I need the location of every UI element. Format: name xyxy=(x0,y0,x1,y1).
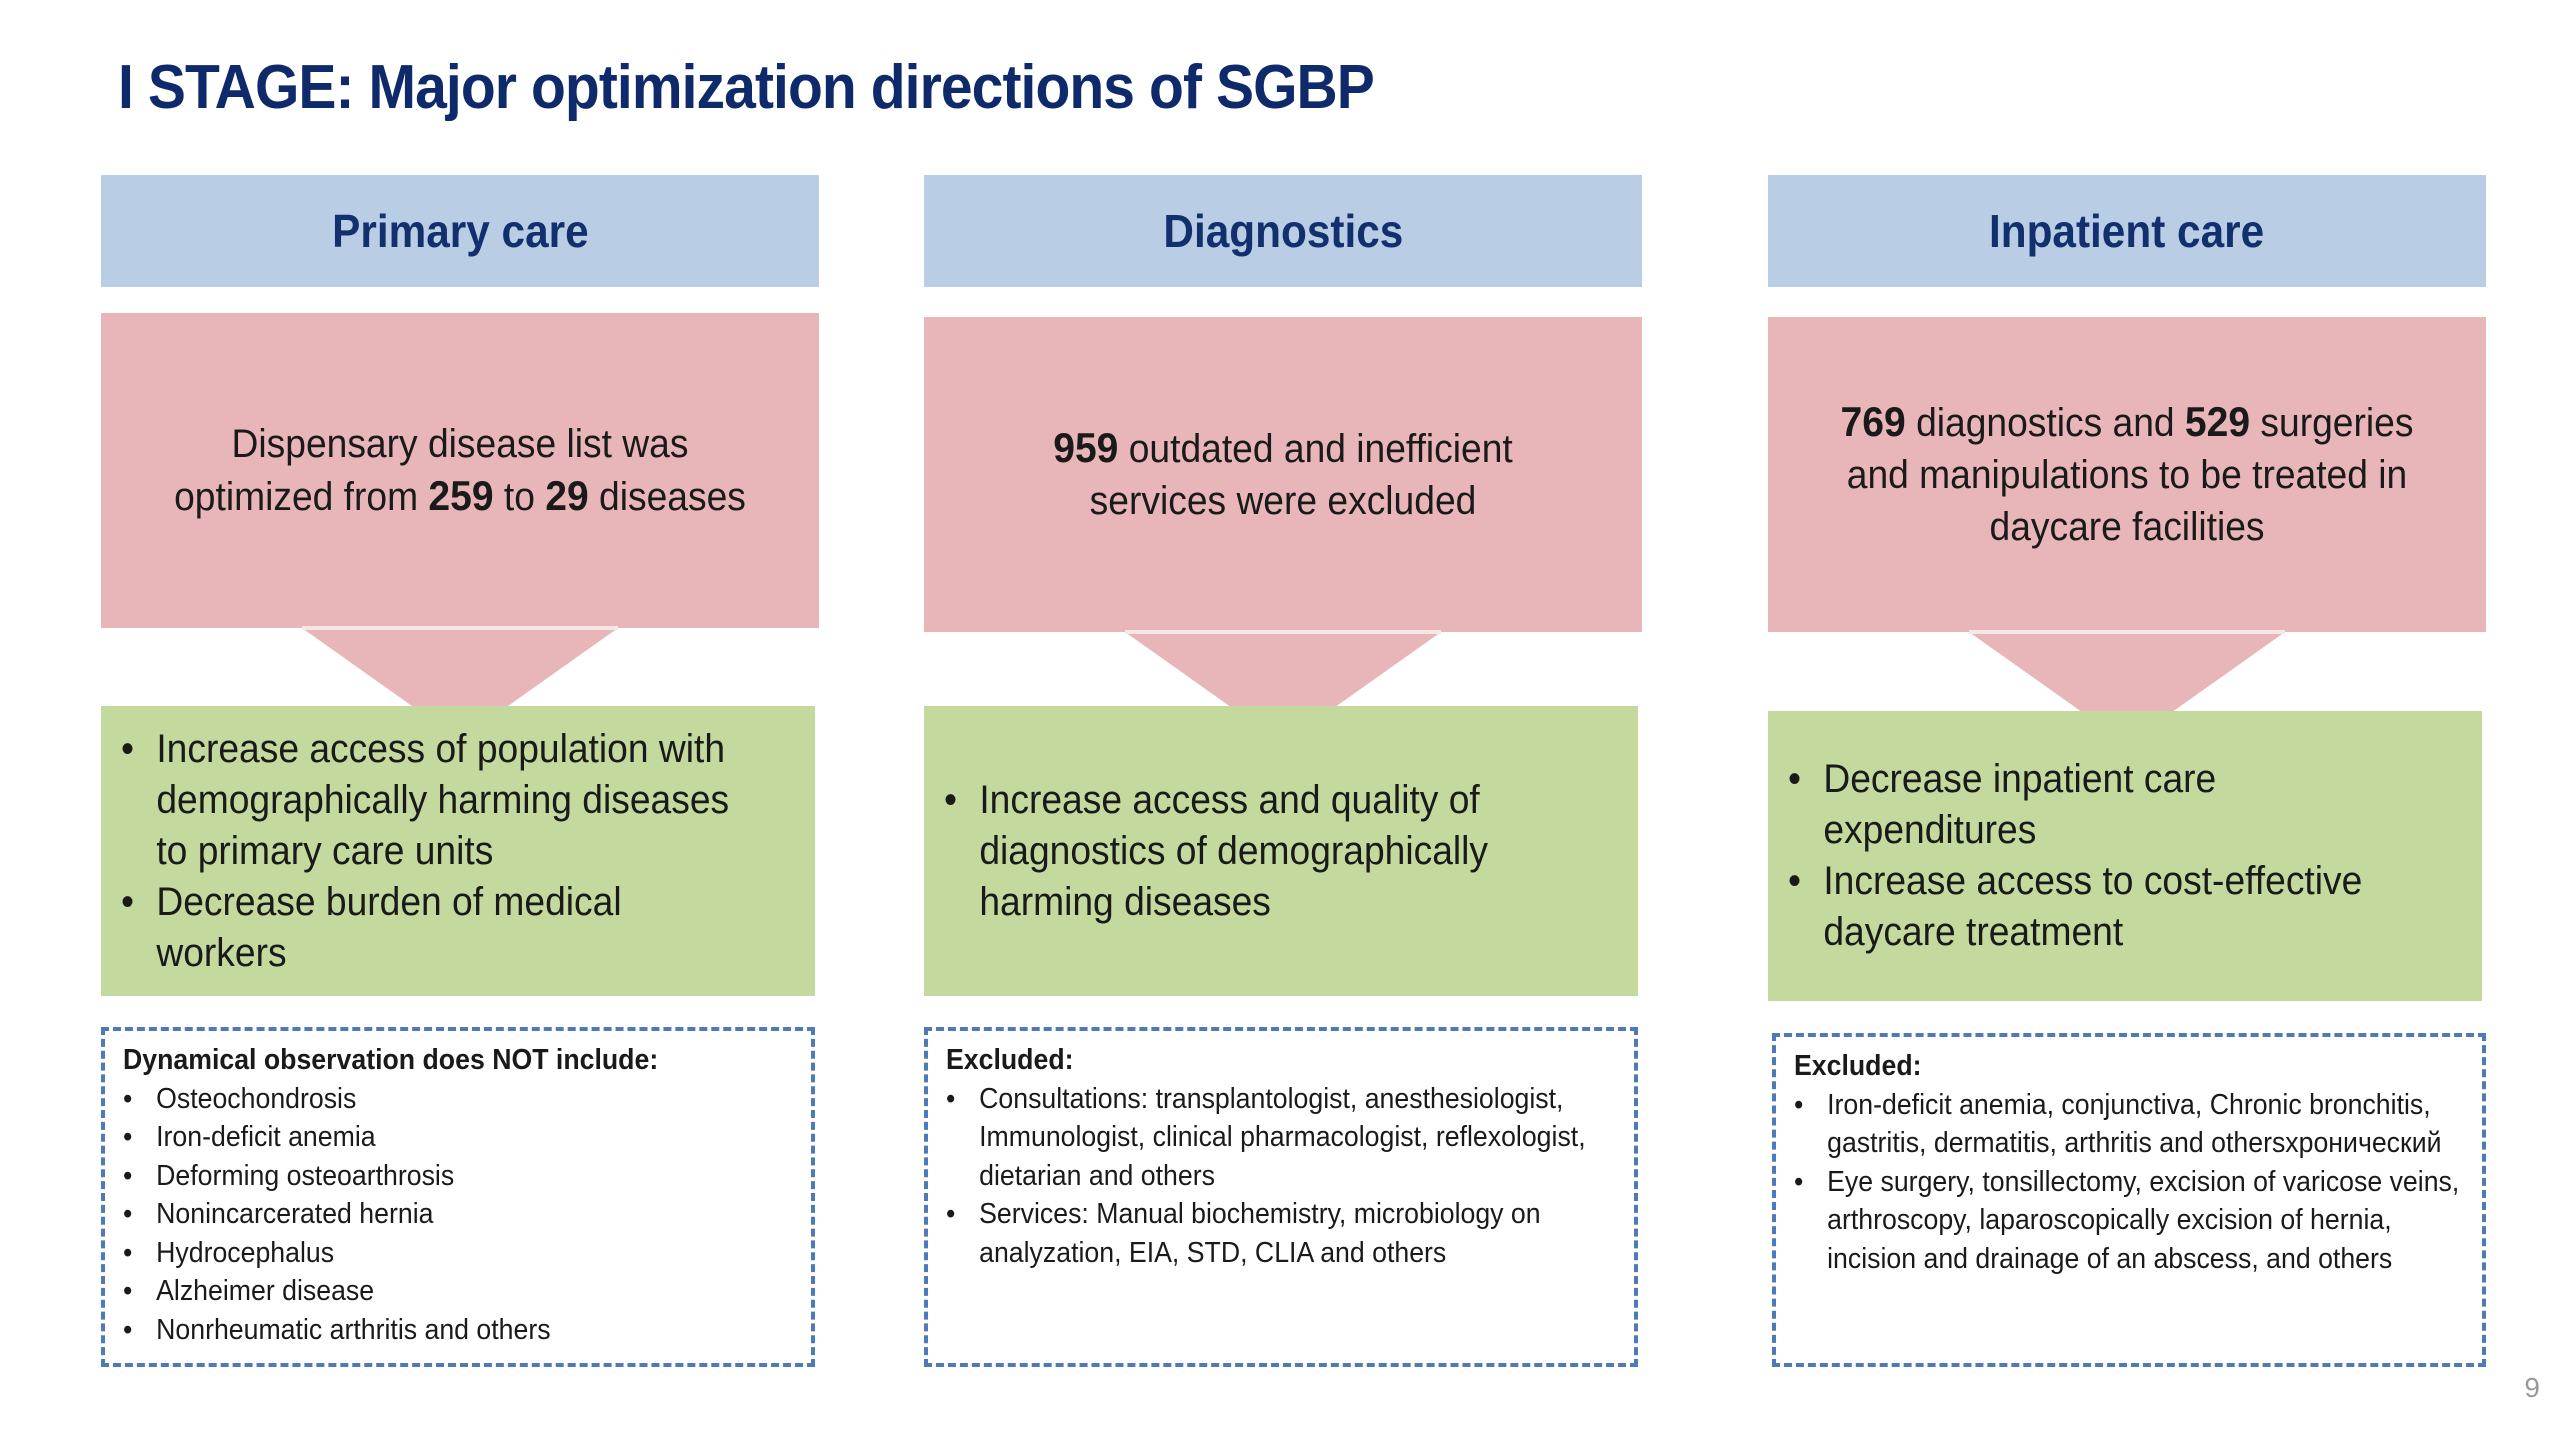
summary-box: Dispensary disease list was optimized fr… xyxy=(101,313,819,628)
column-diagnostics: Diagnostics 959 outdated and inefficient… xyxy=(924,175,1642,1375)
list-item: Increase access of population with demog… xyxy=(121,724,744,877)
column-header: Primary care xyxy=(101,175,819,287)
summary-number: 529 xyxy=(2184,398,2251,445)
list-item: Increase access to cost-effective daycar… xyxy=(1788,856,2411,958)
summary-box: 959 outdated and inefficient services we… xyxy=(924,317,1642,632)
column-header-label: Inpatient care xyxy=(1989,205,2265,257)
column-header: Inpatient care xyxy=(1768,175,2486,287)
summary-text-run: surgeries and manipulations to be treate… xyxy=(1846,401,2414,549)
slide-title: I STAGE: Major optimization directions o… xyxy=(118,53,1375,122)
arrow-divider xyxy=(302,626,618,630)
column-header: Diagnostics xyxy=(924,175,1642,287)
list-item: Deforming osteoarthrosis xyxy=(123,1157,804,1196)
summary-text-run: diseases xyxy=(588,475,746,519)
column-inpatient-care: Inpatient care 769 diagnostics and 529 s… xyxy=(1768,175,2486,1375)
excluded-title: Excluded: xyxy=(1794,1050,1922,1082)
goals-box: Decrease inpatient care expendituresIncr… xyxy=(1768,711,2482,1001)
summary-number: 959 xyxy=(1053,424,1119,471)
goals-list: Decrease inpatient care expendituresIncr… xyxy=(1788,754,2411,958)
list-item: Hydrocephalus xyxy=(123,1234,804,1273)
summary-box: 769 diagnostics and 529 surgeries and ma… xyxy=(1768,317,2486,632)
summary-number: 29 xyxy=(545,472,589,519)
excluded-list: OsteochondrosisIron-deficit anemiaDeform… xyxy=(123,1080,804,1350)
list-item: Iron-deficit anemia xyxy=(123,1118,804,1157)
list-item: Eye surgery, tonsillectomy, excision of … xyxy=(1794,1163,2475,1279)
summary-text: Dispensary disease list was optimized fr… xyxy=(162,418,757,523)
column-primary-care: Primary care Dispensary disease list was… xyxy=(101,175,819,1375)
list-item: Decrease inpatient care expenditures xyxy=(1788,754,2411,856)
list-item: Osteochondrosis xyxy=(123,1080,804,1119)
goals-box: Increase access of population with demog… xyxy=(101,706,815,996)
summary-text-run: diagnostics and xyxy=(1905,401,2185,445)
summary-text-run: outdated and inefficient services were e… xyxy=(1089,427,1513,523)
list-item: Services: Manual biochemistry, microbiol… xyxy=(946,1195,1627,1272)
list-item: Nonrheumatic arthritis and others xyxy=(123,1311,804,1350)
goals-list: Increase access and quality of diagnosti… xyxy=(944,775,1567,928)
column-header-label: Diagnostics xyxy=(1163,205,1403,257)
arrow-divider xyxy=(1969,630,2285,634)
list-item: Consultations: transplantologist, anesth… xyxy=(946,1080,1627,1196)
goals-box: Increase access and quality of diagnosti… xyxy=(924,706,1638,996)
list-item: Increase access and quality of diagnosti… xyxy=(944,775,1567,928)
excluded-box: Excluded: Iron-deficit anemia, conjuncti… xyxy=(1772,1033,2486,1367)
excluded-title: Excluded: xyxy=(946,1044,1074,1076)
summary-number: 769 xyxy=(1840,398,1906,445)
list-item: Iron-deficit anemia, conjunctiva, Chroni… xyxy=(1794,1086,2475,1163)
goals-list: Increase access of population with demog… xyxy=(121,724,744,979)
summary-text: 769 diagnostics and 529 surgeries and ma… xyxy=(1829,396,2424,553)
summary-text: 959 outdated and inefficient services we… xyxy=(985,422,1580,527)
excluded-box: Dynamical observation does NOT include: … xyxy=(101,1027,815,1367)
summary-text-run: Dispensary disease list was optimized fr… xyxy=(174,422,689,519)
list-item: Nonincarcerated hernia xyxy=(123,1195,804,1234)
excluded-list: Consultations: transplantologist, anesth… xyxy=(946,1080,1627,1273)
excluded-list: Iron-deficit anemia, conjunctiva, Chroni… xyxy=(1794,1086,2475,1279)
list-item: Alzheimer disease xyxy=(123,1272,804,1311)
summary-text-run: to xyxy=(493,475,546,519)
excluded-title: Dynamical observation does NOT include: xyxy=(123,1044,659,1076)
excluded-box: Excluded: Consultations: transplantologi… xyxy=(924,1027,1638,1367)
summary-number: 259 xyxy=(428,472,494,519)
column-header-label: Primary care xyxy=(331,205,589,257)
list-item: Decrease burden of medical workers xyxy=(121,877,744,979)
page-number: 9 xyxy=(2524,1372,2540,1403)
arrow-divider xyxy=(1125,630,1441,634)
